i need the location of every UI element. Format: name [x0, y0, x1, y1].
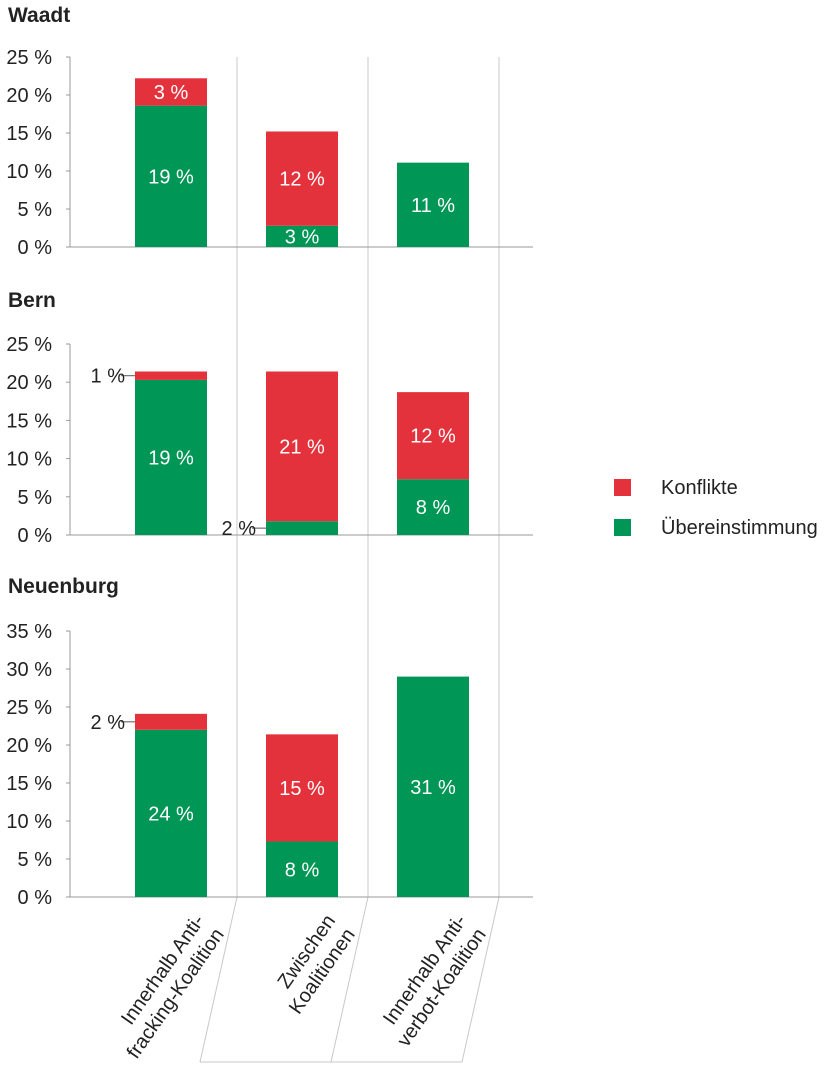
- legend-label: Konflikte: [661, 477, 738, 499]
- panel-1: Bern 0 % 5 % 10 % 15 % 20 % 25 % 19 % 21 % 8 % 12 …: [6, 289, 533, 547]
- agreement-bar: [135, 379, 207, 535]
- y-tick-label: 10 %: [6, 161, 52, 183]
- data-label: 3 %: [285, 226, 320, 248]
- category-label-divider: [199, 896, 238, 1063]
- panel-2: Neuenburg 0 % 5 % 10 % 15 % 20 % 25 % 30 % 35 % 2…: [6, 575, 533, 909]
- category-label: Innerhalb Anti-fracking-Koalition: [117, 911, 229, 1063]
- legend-label: Übereinstimmung: [661, 517, 818, 539]
- callout-label: 1 %: [91, 366, 126, 388]
- panel-title: Bern: [8, 289, 56, 312]
- agreement-bar: [135, 105, 207, 247]
- conflict-bar: [266, 371, 338, 522]
- y-tick-label: 15 %: [6, 123, 52, 145]
- y-tick-label: 10 %: [6, 811, 52, 833]
- y-tick-label: 20 %: [6, 372, 52, 394]
- conflict-bar: [266, 131, 338, 226]
- y-tick-label: 0 %: [18, 237, 53, 259]
- conflict-bar: [397, 392, 469, 480]
- y-tick-label: 5 %: [18, 849, 53, 871]
- conflict-bar: [135, 713, 207, 730]
- legend-swatch: [614, 519, 631, 536]
- agreement-bar: [397, 162, 469, 247]
- y-tick-label: 25 %: [6, 334, 52, 356]
- panel-title: Neuenburg: [8, 575, 119, 598]
- data-label: 15 %: [279, 778, 325, 800]
- agreement-bar: [266, 225, 338, 247]
- data-label: 11 %: [411, 195, 455, 217]
- y-tick-label: 20 %: [6, 735, 52, 757]
- y-tick-label: 35 %: [6, 621, 52, 643]
- data-label: 12 %: [279, 169, 325, 191]
- category-label-divider: [330, 896, 369, 1063]
- y-tick-label: 30 %: [6, 659, 52, 681]
- data-label: 19 %: [148, 447, 194, 469]
- agreement-bar: [266, 521, 338, 535]
- y-tick-label: 15 %: [6, 773, 52, 795]
- y-tick-label: 20 %: [6, 85, 52, 107]
- conflict-bar: [135, 371, 207, 380]
- y-tick-label: 0 %: [18, 525, 53, 547]
- data-label: 8 %: [285, 859, 320, 881]
- y-tick-label: 5 %: [18, 487, 53, 509]
- agreement-bar: [397, 479, 469, 535]
- legend-swatch: [614, 479, 631, 496]
- conflict-bar: [135, 78, 207, 106]
- category-label-divider: [461, 896, 500, 1063]
- legend: Konflikte Übereinstimmung: [614, 477, 818, 539]
- callout-label: 2 %: [222, 518, 257, 540]
- y-tick-label: 0 %: [18, 887, 53, 909]
- panel-title: Waadt: [8, 4, 70, 27]
- conflict-bar: [266, 734, 338, 842]
- agreement-bar: [135, 729, 207, 897]
- data-label: 3 %: [154, 82, 189, 104]
- agreement-bar: [397, 676, 469, 897]
- y-tick-label: 5 %: [18, 199, 53, 221]
- data-label: 31 %: [410, 777, 456, 799]
- data-label: 21 %: [279, 436, 325, 458]
- y-tick-label: 15 %: [6, 410, 52, 432]
- callout-label: 2 %: [91, 712, 126, 734]
- agreement-bar: [266, 841, 338, 897]
- data-label: 12 %: [410, 426, 456, 448]
- y-tick-label: 25 %: [6, 47, 52, 69]
- data-label: 19 %: [148, 166, 194, 188]
- y-tick-label: 25 %: [6, 697, 52, 719]
- category-label: Innerhalb Anti-verbot-Koalition: [379, 911, 491, 1051]
- data-label: 24 %: [148, 803, 194, 825]
- data-label: 8 %: [416, 497, 451, 519]
- panel-0: Waadt 0 % 5 % 10 % 15 % 20 % 25 % 19 % 3 % 3 % 12 …: [6, 4, 533, 259]
- y-tick-label: 10 %: [6, 449, 52, 471]
